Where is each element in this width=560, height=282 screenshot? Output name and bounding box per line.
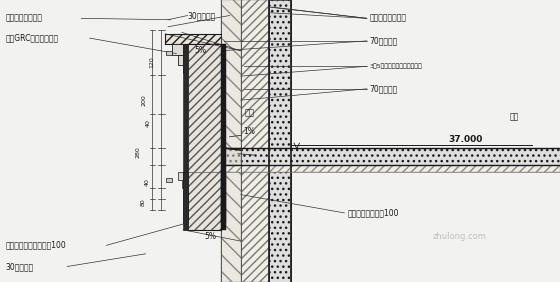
Bar (166, 51, 172, 55)
Text: 70厘聚苯板: 70厘聚苯板 (370, 84, 398, 93)
Bar (269, 0, 291, 282)
Text: 30厘聚苯板: 30厘聚苯板 (6, 262, 34, 271)
Text: 280: 280 (136, 146, 141, 158)
Text: 翹包网格布转角和100: 翹包网格布转角和100 (347, 208, 399, 217)
Bar (178, 55, 183, 65)
Text: 40: 40 (144, 178, 149, 186)
Text: 37.000: 37.000 (448, 135, 482, 144)
Text: 80: 80 (141, 198, 145, 206)
Bar (221, 148, 241, 165)
Text: 1%: 1% (243, 127, 255, 136)
Bar (221, 165, 560, 172)
Text: 装饰棳线径轴支架: 装饰棳线径轴支架 (6, 14, 43, 23)
Text: 120: 120 (150, 56, 155, 68)
Bar (188, 172, 221, 230)
Bar (241, 0, 269, 282)
Bar (165, 34, 221, 44)
Bar (166, 178, 172, 182)
Text: 200: 200 (142, 94, 147, 106)
Text: zhulong.com: zhulong.com (432, 232, 486, 241)
Text: 居室: 居室 (510, 113, 519, 122)
Bar (183, 44, 188, 223)
Text: 附加网格布转角长度和100: 附加网格布转角长度和100 (6, 241, 66, 250)
Bar (183, 65, 184, 73)
Bar (221, 148, 560, 165)
Bar (188, 44, 221, 223)
Text: 3～5厘抗裂砂浆威尔尼网格布: 3～5厘抗裂砂浆威尔尼网格布 (370, 63, 422, 69)
Bar (221, 172, 226, 230)
Bar (221, 44, 226, 223)
Bar (178, 172, 183, 180)
Bar (183, 172, 188, 230)
Text: 40: 40 (146, 119, 151, 127)
Text: 70厘岩棉板: 70厘岩棉板 (370, 36, 398, 45)
Text: 空调: 空调 (244, 108, 254, 117)
Text: 5%: 5% (204, 232, 216, 241)
Bar (182, 180, 183, 188)
Text: 30厘聚苯板: 30厘聚苯板 (188, 11, 216, 20)
Text: 岩棉板专用锁图件: 岩棉板专用锁图件 (370, 14, 407, 23)
Bar (172, 44, 183, 55)
Text: 5%: 5% (194, 46, 207, 55)
Text: 成品GRC外墙装饰棳线: 成品GRC外墙装饰棳线 (6, 34, 59, 43)
Bar (221, 0, 241, 282)
